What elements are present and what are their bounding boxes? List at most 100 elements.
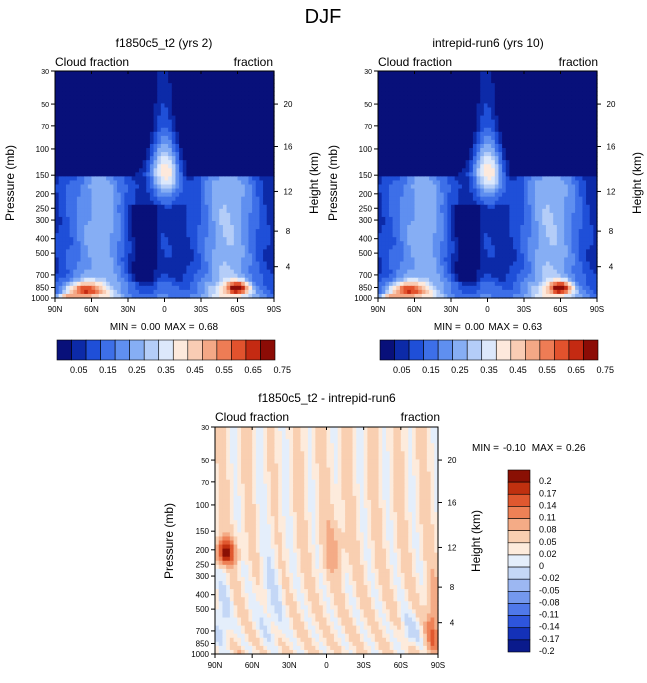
contour-cell bbox=[506, 152, 510, 157]
contour-cell bbox=[92, 152, 96, 157]
contour-cell bbox=[102, 262, 106, 267]
contour-cell bbox=[197, 164, 201, 169]
contour-cell bbox=[110, 209, 114, 214]
contour-cell bbox=[259, 152, 263, 157]
contour-cell bbox=[128, 185, 132, 190]
contour-cell bbox=[121, 221, 125, 226]
contour-cell bbox=[102, 79, 106, 84]
contour-cell bbox=[124, 290, 128, 295]
contour-cell bbox=[212, 144, 216, 149]
contour-cell bbox=[571, 160, 575, 165]
contour-cell bbox=[400, 160, 404, 165]
contour-cell bbox=[586, 160, 590, 165]
contour-cell bbox=[81, 120, 85, 125]
contour-cell bbox=[201, 245, 205, 250]
contour-cell bbox=[124, 266, 128, 271]
contour-cell bbox=[168, 132, 172, 137]
contour-cell bbox=[88, 99, 92, 104]
contour-cell bbox=[495, 128, 499, 133]
contour-cell bbox=[157, 160, 161, 165]
contour-cell bbox=[553, 95, 557, 100]
contour-cell bbox=[146, 274, 150, 279]
contour-cell bbox=[259, 253, 263, 258]
contour-cell bbox=[139, 75, 143, 80]
contour-cell bbox=[205, 99, 209, 104]
contour-cell bbox=[539, 95, 543, 100]
contour-cell bbox=[219, 282, 223, 287]
contour-cell bbox=[84, 156, 88, 161]
contour-cell bbox=[77, 176, 81, 181]
contour-cell bbox=[208, 164, 212, 169]
contour-cell bbox=[106, 229, 110, 234]
contour-cell bbox=[259, 266, 263, 271]
contour-cell bbox=[172, 221, 176, 226]
contour-cell bbox=[110, 241, 114, 246]
contour-cell bbox=[197, 209, 201, 214]
contour-cell bbox=[183, 168, 187, 173]
contour-cell bbox=[582, 140, 586, 145]
contour-cell bbox=[245, 193, 249, 198]
contour-cell bbox=[106, 140, 110, 145]
contour-cell bbox=[590, 164, 594, 169]
contour-cell bbox=[62, 136, 66, 141]
contour-cell bbox=[201, 233, 205, 238]
contour-cell bbox=[201, 205, 205, 210]
contour-cell bbox=[586, 71, 590, 76]
contour-cell bbox=[404, 71, 408, 76]
contour-cell bbox=[146, 233, 150, 238]
contour-cell bbox=[92, 282, 96, 287]
contour-cell bbox=[172, 233, 176, 238]
contour-cell bbox=[70, 112, 74, 117]
contour-cell bbox=[161, 87, 165, 92]
contour-cell bbox=[186, 140, 190, 145]
contour-cell bbox=[208, 79, 212, 84]
contour-cell bbox=[382, 148, 386, 153]
contour-cell bbox=[175, 160, 179, 165]
contour-cell bbox=[201, 270, 205, 275]
contour-cell bbox=[553, 116, 557, 121]
contour-cell bbox=[66, 148, 70, 153]
contour-cell bbox=[407, 99, 411, 104]
contour-cell bbox=[179, 152, 183, 157]
contour-cell bbox=[451, 71, 455, 76]
contour-cell bbox=[590, 136, 594, 141]
contour-cell bbox=[154, 152, 158, 157]
contour-cell bbox=[263, 266, 267, 271]
contour-cell bbox=[506, 116, 510, 121]
contour-cell bbox=[415, 124, 419, 129]
contour-cell bbox=[102, 144, 106, 149]
contour-cell bbox=[197, 83, 201, 88]
contour-cell bbox=[175, 148, 179, 153]
contour-cell bbox=[59, 79, 63, 84]
contour-cell bbox=[248, 197, 252, 202]
contour-cell bbox=[267, 180, 271, 185]
contour-cell bbox=[70, 95, 74, 100]
contour-cell bbox=[491, 172, 495, 177]
contour-cell bbox=[575, 95, 579, 100]
contour-cell bbox=[132, 132, 136, 137]
contour-cell bbox=[70, 107, 74, 112]
contour-cell bbox=[378, 144, 382, 149]
contour-cell bbox=[473, 164, 477, 169]
contour-cell bbox=[230, 257, 234, 262]
contour-cell bbox=[212, 79, 216, 84]
contour-cell bbox=[99, 266, 103, 271]
contour-cell bbox=[55, 160, 59, 165]
contour-cell bbox=[128, 87, 132, 92]
contour-cell bbox=[238, 152, 242, 157]
contour-cell bbox=[183, 156, 187, 161]
contour-cell bbox=[488, 124, 492, 129]
contour-cell bbox=[385, 164, 389, 169]
contour-cell bbox=[564, 83, 568, 88]
contour-cell bbox=[473, 172, 477, 177]
contour-cell bbox=[219, 278, 223, 283]
contour-cell bbox=[121, 213, 125, 218]
contour-cell bbox=[245, 189, 249, 194]
contour-cell bbox=[436, 164, 440, 169]
contour-cell bbox=[216, 290, 220, 295]
contour-cell bbox=[241, 189, 245, 194]
contour-cell bbox=[466, 140, 470, 145]
contour-cell bbox=[106, 209, 110, 214]
contour-cell bbox=[208, 83, 212, 88]
contour-cell bbox=[230, 136, 234, 141]
